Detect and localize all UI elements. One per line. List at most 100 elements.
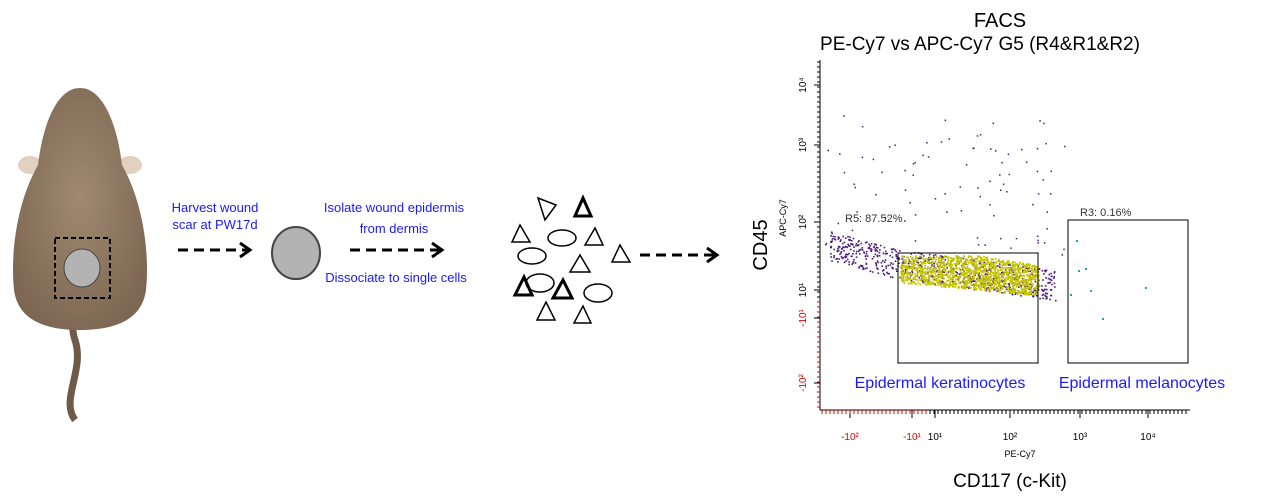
cell-event — [943, 278, 945, 280]
cell-event — [950, 261, 952, 263]
cell-event — [862, 269, 864, 271]
cell-event — [876, 267, 878, 269]
cell-event — [852, 230, 854, 232]
cell-event — [990, 286, 992, 288]
cell-event — [965, 261, 967, 263]
cell-event — [927, 273, 929, 275]
cell-event — [860, 249, 862, 251]
cell-event — [921, 264, 923, 266]
cell-event — [839, 246, 841, 248]
cell-event — [883, 252, 885, 254]
cell-event — [1145, 287, 1147, 289]
cell-event — [1078, 270, 1080, 272]
cell-event — [968, 255, 970, 257]
cell-event — [959, 258, 961, 260]
cell-event — [983, 285, 985, 287]
cell-event — [839, 153, 841, 155]
cell-event — [1102, 318, 1104, 320]
cell-event — [1028, 286, 1030, 288]
step-label: from dermis — [360, 221, 429, 236]
cell-event — [934, 261, 936, 263]
cell-event — [967, 264, 969, 266]
cell-event — [960, 186, 962, 188]
cell-event — [1010, 271, 1012, 273]
cell-event — [925, 284, 927, 286]
cell-event — [1012, 294, 1014, 296]
cell-event — [912, 257, 914, 259]
cell-event — [949, 275, 951, 277]
cell-event — [978, 276, 980, 278]
cell-event — [922, 280, 924, 282]
cell-event — [1001, 287, 1003, 289]
cell-event — [955, 279, 957, 281]
cell-event — [837, 238, 839, 240]
cell-event — [1037, 240, 1039, 242]
cell-event — [977, 272, 979, 274]
cell-event — [906, 270, 908, 272]
cell-event — [1022, 283, 1024, 285]
cell-event — [956, 255, 958, 257]
cell-event — [1020, 295, 1022, 297]
cell-event — [999, 273, 1001, 275]
step-label: Isolate wound epidermis — [324, 200, 465, 215]
cell-event — [996, 288, 998, 290]
cell-event — [1021, 264, 1023, 266]
cell-event — [947, 275, 949, 277]
cell-event — [1043, 294, 1045, 296]
cell-event — [1019, 262, 1021, 264]
cell-event — [953, 269, 955, 271]
cell-event — [1014, 292, 1016, 294]
cell-event — [954, 263, 956, 265]
cell-event — [995, 258, 997, 260]
cell-event — [975, 267, 977, 269]
cell-event — [1014, 266, 1016, 268]
cell-event — [851, 240, 853, 242]
cell-event — [900, 271, 902, 273]
cell-event — [980, 271, 982, 273]
cell-event — [1019, 286, 1021, 288]
cell-event — [986, 275, 988, 277]
x-tick-label: 10² — [1003, 432, 1018, 443]
cell-event — [966, 267, 968, 269]
cell-event — [936, 256, 938, 258]
cell-event — [980, 270, 982, 272]
cell-event — [993, 280, 995, 282]
cell-event — [944, 193, 946, 195]
cell-event — [902, 262, 904, 264]
cell-event — [1008, 261, 1010, 263]
cell-event — [964, 264, 966, 266]
cell-event — [1017, 290, 1019, 292]
population-label: Epidermal keratinocytes — [855, 375, 1026, 392]
cell-event — [875, 262, 877, 264]
cell-event — [1030, 290, 1032, 292]
cell-event — [1012, 275, 1014, 277]
cell-event — [987, 263, 989, 265]
cell-event — [948, 258, 950, 260]
gate — [1068, 220, 1188, 363]
cell-event — [895, 260, 897, 262]
cell-event — [983, 256, 985, 258]
cell-event — [838, 223, 840, 225]
y-tick-label: 10³ — [798, 137, 809, 152]
cell-event — [921, 262, 923, 264]
cell-event — [878, 272, 880, 274]
cell-event — [910, 256, 912, 258]
cell-event — [917, 273, 919, 275]
cell-event — [999, 269, 1001, 271]
step-label: scar at PW17d — [172, 217, 257, 232]
cell-event — [1003, 274, 1005, 276]
cell-event — [963, 269, 965, 271]
cell-event — [938, 268, 940, 270]
cell-event — [841, 248, 843, 250]
cell-event — [1014, 262, 1016, 264]
cell-event — [999, 174, 1001, 176]
cell-event — [1012, 261, 1014, 263]
cell-event — [970, 282, 972, 284]
cell-event — [1044, 289, 1046, 291]
cell-event — [927, 283, 929, 285]
cell-event — [1011, 266, 1013, 268]
cell-event — [909, 202, 911, 204]
cell-event — [1016, 293, 1018, 295]
cell-event — [843, 250, 845, 252]
cell-event — [956, 274, 958, 276]
